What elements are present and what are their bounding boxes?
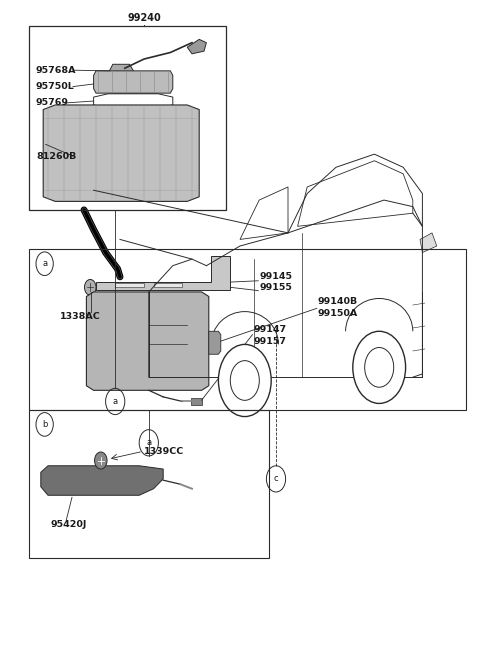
Circle shape bbox=[84, 279, 96, 295]
Polygon shape bbox=[154, 283, 182, 287]
Text: 95750L: 95750L bbox=[36, 82, 75, 91]
Text: c: c bbox=[274, 474, 278, 483]
Polygon shape bbox=[96, 256, 230, 290]
Text: 95768A: 95768A bbox=[36, 66, 76, 75]
Polygon shape bbox=[187, 39, 206, 54]
Text: 95420J: 95420J bbox=[50, 520, 87, 529]
Circle shape bbox=[353, 331, 406, 403]
Text: 99150A: 99150A bbox=[318, 309, 358, 318]
Circle shape bbox=[218, 344, 271, 417]
Text: 95769: 95769 bbox=[36, 98, 69, 108]
Text: 99140B: 99140B bbox=[318, 297, 358, 306]
Text: 99155: 99155 bbox=[259, 283, 292, 293]
Polygon shape bbox=[191, 398, 202, 405]
Polygon shape bbox=[41, 466, 163, 495]
Text: a: a bbox=[146, 438, 151, 447]
Text: a: a bbox=[42, 259, 47, 268]
Text: 1339CC: 1339CC bbox=[144, 447, 184, 456]
Polygon shape bbox=[109, 64, 133, 77]
Polygon shape bbox=[209, 331, 221, 354]
Bar bbox=[29, 26, 226, 210]
Polygon shape bbox=[43, 105, 199, 201]
Text: b: b bbox=[42, 420, 48, 429]
Text: 81260B: 81260B bbox=[36, 152, 76, 161]
Bar bbox=[29, 249, 466, 410]
Polygon shape bbox=[94, 71, 173, 93]
Polygon shape bbox=[86, 292, 209, 390]
Circle shape bbox=[95, 452, 107, 469]
Text: 99157: 99157 bbox=[253, 337, 287, 346]
Text: 99147: 99147 bbox=[253, 325, 287, 334]
Polygon shape bbox=[115, 283, 144, 287]
Bar bbox=[29, 410, 269, 558]
Text: 99240: 99240 bbox=[127, 13, 161, 24]
Text: a: a bbox=[113, 397, 118, 406]
Text: 1338AC: 1338AC bbox=[60, 312, 101, 321]
Polygon shape bbox=[420, 233, 437, 253]
Text: 99145: 99145 bbox=[259, 272, 292, 281]
